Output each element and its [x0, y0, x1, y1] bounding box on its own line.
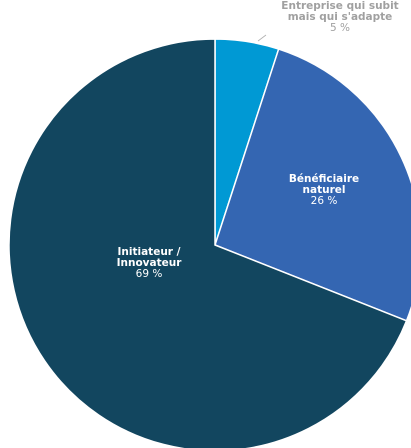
slice-value-1: 26 %: [311, 195, 338, 207]
pie-slice-2: [8, 38, 408, 448]
slice-label-2-line-1: Innovateur: [117, 257, 183, 269]
slice-label-0-line-0: Entreprise qui subit: [281, 0, 398, 12]
slice-label-1-line-1: naturel: [303, 184, 346, 196]
slice-label-1-line-0: Bénéficiaire: [289, 173, 359, 185]
slice-value-2: 69 %: [136, 268, 163, 280]
slice-label-2-line-0: Initiateur /: [118, 246, 181, 258]
leader-line-0: [257, 34, 267, 42]
slice-label-0-line-1: mais qui s'adapte: [288, 11, 393, 23]
pie-slice-1: [214, 48, 411, 322]
slice-value-0: 5 %: [330, 22, 350, 34]
pie-slices: [8, 38, 411, 448]
leader-lines: [257, 34, 267, 42]
